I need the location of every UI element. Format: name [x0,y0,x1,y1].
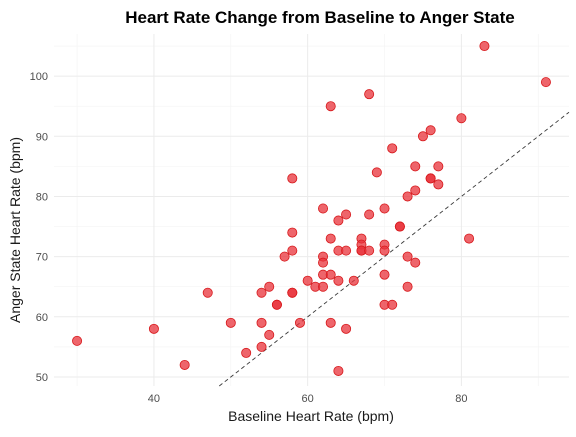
data-point [394,221,405,232]
data-point [410,185,421,196]
data-point [287,173,298,184]
data-point [387,299,398,310]
data-point [402,191,413,202]
data-point [333,275,344,286]
data-point [410,257,421,268]
data-point [456,113,467,124]
grid [54,34,569,386]
data-point [425,173,436,184]
data-point [402,281,413,292]
data-point [318,281,329,292]
y-tick-label: 90 [36,131,48,143]
data-point [225,317,236,328]
data-point [202,287,213,298]
data-point [417,131,428,142]
identity-reference-line [218,111,570,387]
data-point [179,359,190,370]
data-point [433,161,444,172]
data-point [387,143,398,154]
y-tick-label: 70 [36,252,48,264]
data-point [410,161,421,172]
data-point [379,269,390,280]
data-point [333,365,344,376]
y-tick-label: 50 [36,372,48,384]
data-point [241,347,252,358]
data-point [318,203,329,214]
data-point [264,281,275,292]
data-point [341,209,352,220]
data-point [256,317,267,328]
data-point [325,101,336,112]
y-tick-label: 80 [36,191,48,203]
data-point [271,299,282,310]
data-point [287,227,298,238]
data-point [364,245,375,256]
data-point [433,179,444,190]
x-tick-label: 60 [302,393,314,405]
data-point [279,251,290,262]
data-point [379,203,390,214]
data-point [371,167,382,178]
data-point [287,245,298,256]
data-points [72,41,551,376]
data-point [425,125,436,136]
data-point [264,329,275,340]
data-point [464,233,475,244]
data-point [256,287,267,298]
data-point [294,317,305,328]
data-point [402,251,413,262]
data-point [341,323,352,334]
x-tick-label: 80 [455,393,467,405]
data-point [256,341,267,352]
data-point [379,245,390,256]
data-point [479,41,490,52]
y-tick-label: 60 [36,312,48,324]
data-point [364,89,375,100]
data-point [325,233,336,244]
data-point [325,269,336,280]
y-axis-title: Anger State Heart Rate (bpm) [7,137,23,323]
x-axis-title: Baseline Heart Rate (bpm) [228,408,394,424]
data-point [341,245,352,256]
data-point [333,215,344,226]
data-point [364,209,375,220]
reference-line-group [218,111,570,387]
tick-labels: 40 60 80 50 60 70 80 90 100 [30,71,468,405]
data-point [325,317,336,328]
x-tick-label: 40 [148,393,160,405]
data-point [540,77,551,88]
data-point [287,287,298,298]
data-point [302,275,313,286]
data-point [348,275,359,286]
data-point [72,335,83,346]
y-tick-label: 100 [30,71,48,83]
data-point [318,257,329,268]
data-point [148,323,159,334]
chart-title: Heart Rate Change from Baseline to Anger… [125,8,515,27]
